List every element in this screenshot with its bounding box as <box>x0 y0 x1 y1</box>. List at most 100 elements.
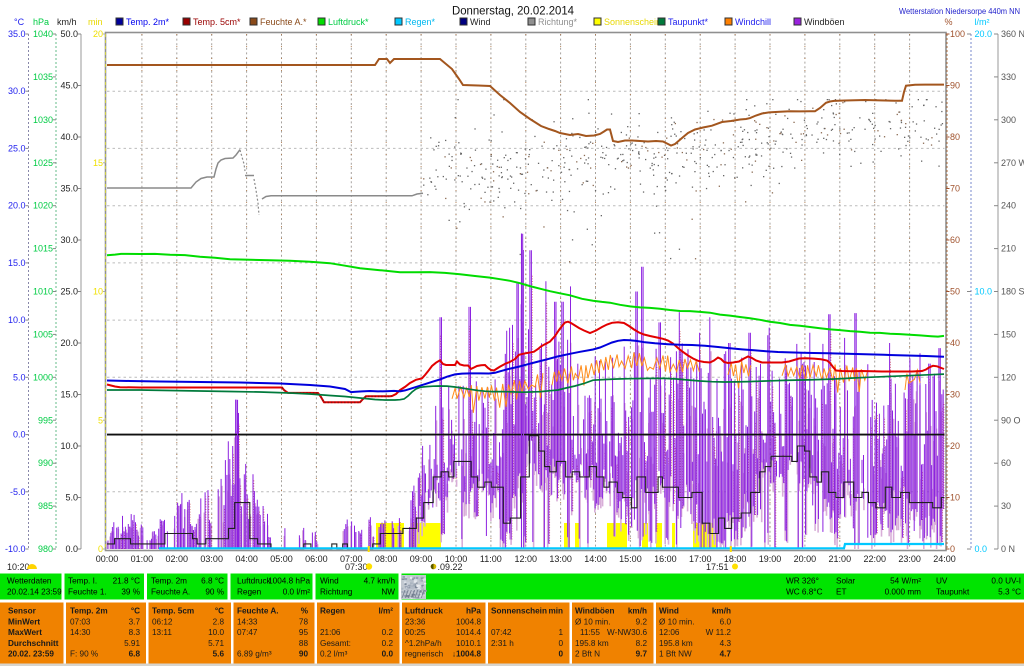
svg-text:4.3: 4.3 <box>720 639 732 648</box>
svg-text:15: 15 <box>93 158 103 168</box>
svg-text:ET: ET <box>836 588 846 597</box>
svg-text:5: 5 <box>98 415 103 425</box>
svg-text:05:00: 05:00 <box>270 554 293 564</box>
svg-text:-5.0: -5.0 <box>10 487 26 497</box>
svg-text:11:00: 11:00 <box>480 554 502 564</box>
svg-text:Regen: Regen <box>237 588 262 597</box>
svg-text:30: 30 <box>1001 501 1011 511</box>
svg-text:90: 90 <box>299 650 309 659</box>
svg-text:80: 80 <box>950 132 960 142</box>
svg-text:980: 980 <box>38 544 53 554</box>
svg-text:Feuchte A.: Feuchte A. <box>237 607 279 616</box>
svg-text:13:11: 13:11 <box>152 628 172 637</box>
svg-text:Richtung*: Richtung* <box>538 17 578 27</box>
svg-text:1 Bft NW: 1 Bft NW <box>659 650 692 659</box>
svg-text:Ø 10 min.: Ø 10 min. <box>659 617 695 626</box>
svg-text:1025: 1025 <box>33 158 53 168</box>
svg-text:l/m²: l/m² <box>378 607 393 616</box>
svg-text:km/h: km/h <box>628 607 647 616</box>
svg-text:18:00: 18:00 <box>724 554 747 564</box>
svg-text:Solar: Solar <box>836 577 855 586</box>
svg-text:30.0: 30.0 <box>8 86 26 96</box>
svg-text:20.0: 20.0 <box>8 201 26 211</box>
svg-text:78: 78 <box>299 617 309 626</box>
svg-text:990: 990 <box>38 458 53 468</box>
svg-text:35.0: 35.0 <box>8 29 26 39</box>
svg-text:W-NW: W-NW <box>607 628 631 637</box>
svg-text:Regen: Regen <box>320 607 345 616</box>
svg-text:21:06: 21:06 <box>320 628 341 637</box>
svg-text:07:00: 07:00 <box>340 554 363 564</box>
svg-text:UV: UV <box>936 577 948 586</box>
svg-text:Feuchte 1.: Feuchte 1. <box>68 588 107 597</box>
svg-text:%: % <box>945 17 953 27</box>
svg-text:Durchschnitt: Durchschnitt <box>8 639 59 648</box>
svg-text:23:00: 23:00 <box>898 554 921 564</box>
svg-text:Luftdruck*: Luftdruck* <box>328 17 369 27</box>
svg-text:01:00: 01:00 <box>131 554 154 564</box>
svg-text:0.0: 0.0 <box>65 544 78 554</box>
svg-text:2:31 h: 2:31 h <box>491 639 514 648</box>
svg-text:210: 210 <box>1001 244 1016 254</box>
svg-text:270 W: 270 W <box>1001 158 1024 168</box>
svg-text:17:00: 17:00 <box>689 554 712 564</box>
svg-text:360 N: 360 N <box>1001 29 1024 39</box>
svg-text:12:00: 12:00 <box>514 554 537 564</box>
svg-text:985: 985 <box>38 501 53 511</box>
svg-text:95: 95 <box>299 628 309 637</box>
svg-text:0.0: 0.0 <box>975 544 988 554</box>
svg-text:07:30: 07:30 <box>345 562 368 572</box>
svg-text:08:00: 08:00 <box>375 554 398 564</box>
svg-text:Luftdruck: Luftdruck <box>237 577 272 586</box>
svg-text:Taupunkt: Taupunkt <box>936 588 970 597</box>
svg-text:24:00: 24:00 <box>933 554 956 564</box>
svg-text:0.2: 0.2 <box>382 628 394 637</box>
svg-text:10.0: 10.0 <box>8 315 26 325</box>
svg-text:70: 70 <box>950 184 960 194</box>
svg-text:20.02. 23:59: 20.02. 23:59 <box>8 650 54 659</box>
svg-text:Wetterstation Niedersorpe 440m: Wetterstation Niedersorpe 440m NN <box>899 6 1020 16</box>
svg-text:Temp. 2m*: Temp. 2m* <box>126 17 170 27</box>
svg-text:0: 0 <box>950 544 955 554</box>
svg-text:0.0 UV-I: 0.0 UV-I <box>991 577 1021 586</box>
svg-text:WR 326°: WR 326° <box>786 577 819 586</box>
svg-text:1000: 1000 <box>33 372 53 382</box>
svg-text:195.8 km: 195.8 km <box>659 639 693 648</box>
svg-text:WC 6.8°C: WC 6.8°C <box>786 588 823 597</box>
svg-text:20.0: 20.0 <box>975 29 993 39</box>
svg-text:5.91: 5.91 <box>124 639 140 648</box>
svg-text:20.0: 20.0 <box>60 338 78 348</box>
svg-text:06:00: 06:00 <box>305 554 328 564</box>
svg-text:-10.0: -10.0 <box>5 544 26 554</box>
svg-text:100: 100 <box>950 29 965 39</box>
svg-text:35.0: 35.0 <box>60 184 78 194</box>
svg-text:14:00: 14:00 <box>584 554 607 564</box>
svg-text:04:00: 04:00 <box>235 554 258 564</box>
svg-text:90: 90 <box>950 81 960 91</box>
svg-text:Temp. 5cm: Temp. 5cm <box>152 607 194 616</box>
svg-text:Taupunkt*: Taupunkt* <box>668 17 709 27</box>
svg-text:17:51: 17:51 <box>706 562 729 572</box>
svg-text:10: 10 <box>93 287 103 297</box>
svg-text:Sensor: Sensor <box>8 607 37 616</box>
svg-text:15:00: 15:00 <box>619 554 642 564</box>
svg-text:Gesamt:: Gesamt: <box>320 639 351 648</box>
svg-text:21:00: 21:00 <box>829 554 852 564</box>
svg-text:150: 150 <box>1001 329 1016 339</box>
svg-text:40: 40 <box>950 338 960 348</box>
svg-text:5.3 °C: 5.3 °C <box>998 588 1021 597</box>
svg-text:Wetterdaten: Wetterdaten <box>7 577 52 586</box>
svg-text:16:00: 16:00 <box>654 554 677 564</box>
svg-text:15.0: 15.0 <box>60 390 78 400</box>
svg-text:0.2: 0.2 <box>382 639 394 648</box>
svg-text:39 %: 39 % <box>121 588 140 597</box>
svg-text:330: 330 <box>1001 72 1016 82</box>
svg-text:19:00: 19:00 <box>759 554 782 564</box>
svg-text:2.8: 2.8 <box>213 617 225 626</box>
svg-text:1010: 1010 <box>33 287 53 297</box>
svg-text:12:06: 12:06 <box>659 628 680 637</box>
svg-text:0.0: 0.0 <box>13 430 26 440</box>
svg-text:Regen*: Regen* <box>405 17 436 27</box>
svg-text:9.7: 9.7 <box>636 650 648 659</box>
svg-text:0: 0 <box>558 650 563 659</box>
